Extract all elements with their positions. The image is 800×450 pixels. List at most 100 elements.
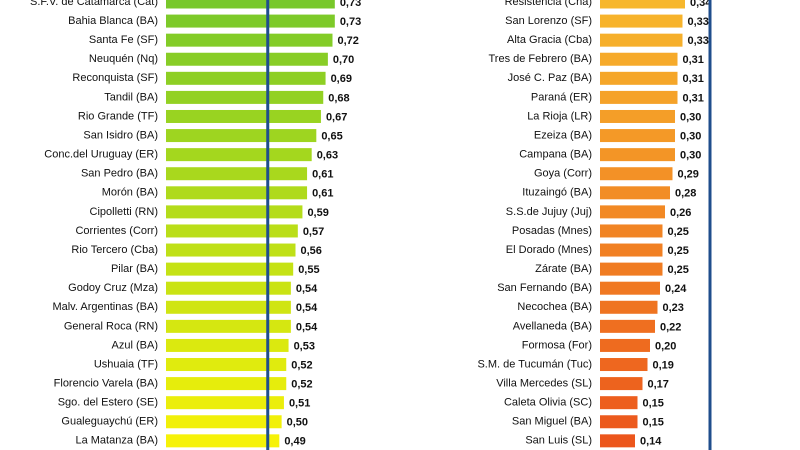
value-label: 0,52 bbox=[291, 359, 312, 371]
category-label: Zárate (BA) bbox=[535, 263, 592, 275]
value-label: 0,15 bbox=[643, 398, 664, 410]
value-label: 0,31 bbox=[683, 92, 704, 104]
bar bbox=[600, 71, 678, 85]
bar bbox=[600, 224, 663, 238]
category-label: Necochea (BA) bbox=[517, 301, 592, 313]
value-label: 0,26 bbox=[670, 207, 691, 219]
category-label: Posadas (Mnes) bbox=[512, 225, 592, 237]
category-label: San Lorenzo (SF) bbox=[505, 15, 592, 27]
category-label: Bahia Blanca (BA) bbox=[68, 15, 158, 27]
bar bbox=[600, 90, 678, 104]
value-label: 0,54 bbox=[296, 283, 318, 295]
category-label: Tres de Febrero (BA) bbox=[488, 53, 592, 65]
bar bbox=[600, 300, 658, 314]
bar bbox=[600, 262, 663, 276]
bar bbox=[166, 0, 335, 9]
category-label: San Luis (SL) bbox=[525, 435, 592, 447]
value-label: 0,53 bbox=[294, 340, 315, 352]
value-label: 0,24 bbox=[665, 283, 687, 295]
value-label: 0,49 bbox=[284, 436, 305, 448]
category-label: Rio Tercero (Cba) bbox=[71, 244, 158, 256]
bar bbox=[600, 434, 635, 448]
value-label: 0,54 bbox=[296, 302, 318, 314]
bar bbox=[600, 186, 670, 200]
value-label: 0,33 bbox=[688, 35, 709, 47]
bar bbox=[166, 129, 317, 143]
category-label: Resistencia (Cha) bbox=[505, 0, 592, 8]
value-label: 0,17 bbox=[648, 379, 669, 391]
bar bbox=[166, 319, 291, 333]
value-label: 0,30 bbox=[680, 111, 701, 123]
value-label: 0,61 bbox=[312, 188, 333, 200]
bar bbox=[166, 205, 303, 219]
category-label: Tandil (BA) bbox=[104, 91, 158, 103]
bar bbox=[600, 415, 638, 429]
category-label: Ituzaingó (BA) bbox=[522, 187, 592, 199]
bar bbox=[600, 148, 675, 162]
category-label: San Isidro (BA) bbox=[83, 129, 158, 141]
category-label: Malv. Argentinas (BA) bbox=[52, 301, 158, 313]
category-label: Rio Grande (TF) bbox=[78, 110, 158, 122]
category-label: Santa Fe (SF) bbox=[89, 34, 158, 46]
category-label: Morón (BA) bbox=[102, 187, 158, 199]
bar bbox=[166, 377, 287, 391]
category-label: Corrientes (Corr) bbox=[75, 225, 158, 237]
bar bbox=[166, 415, 282, 429]
value-label: 0,70 bbox=[333, 54, 354, 66]
category-label: San Pedro (BA) bbox=[81, 168, 158, 180]
value-label: 0,31 bbox=[683, 73, 704, 85]
bar bbox=[166, 262, 294, 276]
category-label: General Roca (RN) bbox=[64, 320, 158, 332]
bar bbox=[600, 52, 678, 66]
bar bbox=[166, 14, 335, 28]
category-label: Paraná (ER) bbox=[531, 91, 592, 103]
bar bbox=[166, 243, 296, 257]
category-label: Gualeguaychú (ER) bbox=[61, 416, 158, 428]
value-label: 0,61 bbox=[312, 169, 333, 181]
value-label: 0,25 bbox=[668, 226, 689, 238]
bar bbox=[600, 358, 648, 372]
value-label: 0,14 bbox=[640, 436, 662, 448]
bar bbox=[600, 167, 673, 181]
bar bbox=[166, 434, 280, 448]
bar bbox=[166, 90, 324, 104]
category-label: Ushuaia (TF) bbox=[94, 358, 158, 370]
category-label: S.S.de Jujuy (Juj) bbox=[506, 206, 592, 218]
bar bbox=[166, 396, 284, 410]
category-label: Alta Gracia (Cba) bbox=[507, 34, 592, 46]
value-label: 0,73 bbox=[340, 0, 361, 9]
value-label: 0,30 bbox=[680, 150, 701, 162]
category-label: Godoy Cruz (Mza) bbox=[68, 282, 158, 294]
category-label: Goya (Corr) bbox=[534, 168, 592, 180]
bar bbox=[166, 33, 333, 47]
category-label: El Dorado (Mnes) bbox=[506, 244, 592, 256]
category-label: S.F.V. de Catamarca (Cat) bbox=[30, 0, 158, 8]
value-label: 0,59 bbox=[307, 207, 328, 219]
category-label: La Rioja (LR) bbox=[527, 110, 592, 122]
category-label: Azul (BA) bbox=[112, 339, 158, 351]
value-label: 0,19 bbox=[653, 359, 674, 371]
value-label: 0,72 bbox=[338, 35, 359, 47]
value-label: 0,55 bbox=[298, 264, 319, 276]
bar bbox=[600, 205, 665, 219]
bar bbox=[600, 14, 683, 28]
category-label: Avellaneda (BA) bbox=[513, 320, 592, 332]
value-label: 0,65 bbox=[321, 130, 342, 142]
value-label: 0,33 bbox=[688, 16, 709, 28]
value-label: 0,31 bbox=[683, 54, 704, 66]
category-label: Villa Mercedes (SL) bbox=[496, 378, 592, 390]
bar bbox=[166, 148, 312, 162]
bar bbox=[600, 33, 683, 47]
category-label: Formosa (For) bbox=[522, 339, 592, 351]
value-label: 0,69 bbox=[331, 73, 352, 85]
value-label: 0,63 bbox=[317, 150, 338, 162]
value-label: 0,30 bbox=[680, 130, 701, 142]
category-label: Ezeiza (BA) bbox=[534, 129, 592, 141]
value-label: 0,28 bbox=[675, 188, 696, 200]
value-label: 0,34 bbox=[690, 0, 712, 9]
category-label: Florencio Varela (BA) bbox=[54, 378, 158, 390]
category-label: San Fernando (BA) bbox=[497, 282, 592, 294]
bar bbox=[166, 167, 308, 181]
bar bbox=[600, 338, 650, 352]
